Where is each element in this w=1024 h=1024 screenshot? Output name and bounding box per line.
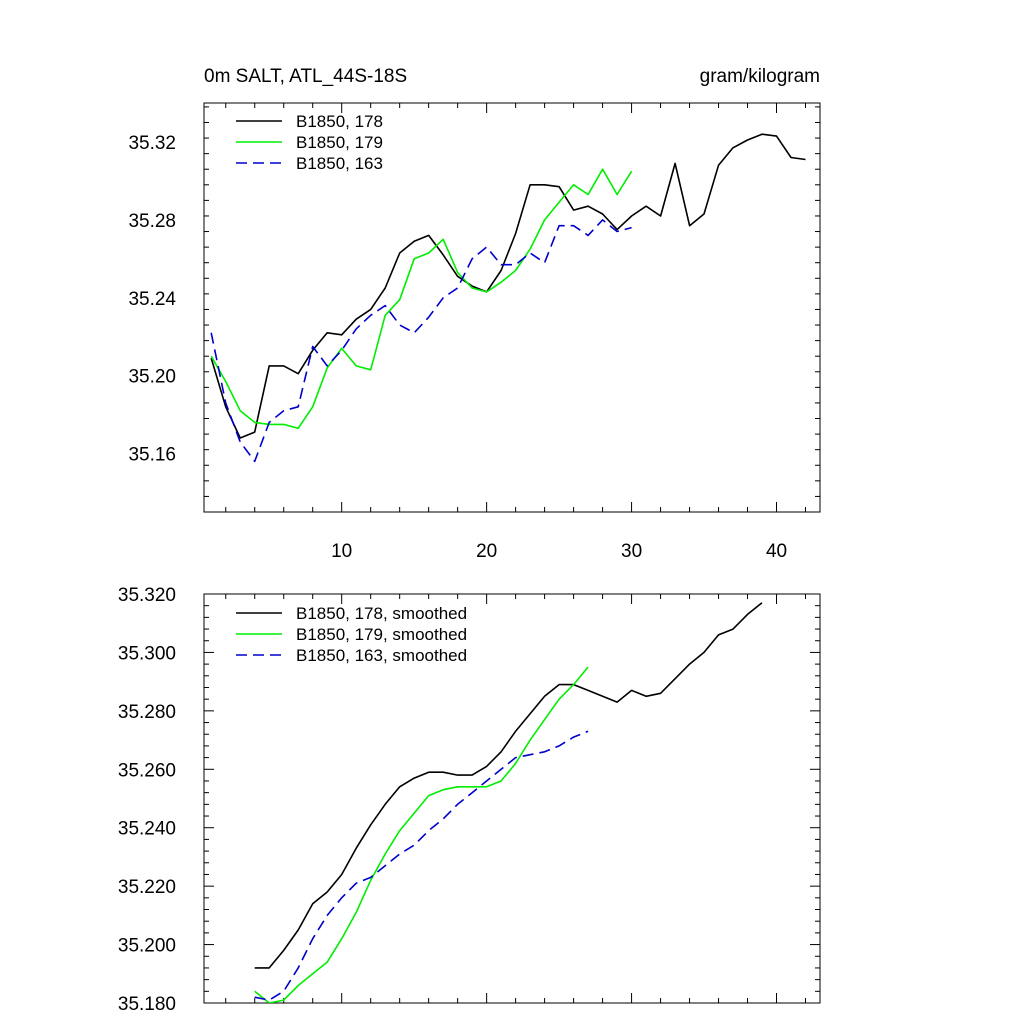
top-y-tick-label: 35.24 xyxy=(128,289,176,310)
bottom-legend-label: B1850, 178, smoothed xyxy=(296,604,467,623)
top-legend-label: B1850, 178 xyxy=(296,112,383,131)
top-legend-label: B1850, 163 xyxy=(296,154,383,173)
top-y-tick-label: 35.32 xyxy=(128,133,176,154)
top-chart-units: gram/kilogram xyxy=(700,66,820,87)
bottom-y-tick-label: 35.280 xyxy=(118,702,176,723)
bottom-legend-label: B1850, 163, smoothed xyxy=(296,646,467,665)
top-y-tick-label: 35.16 xyxy=(128,445,176,466)
bottom-y-tick-label: 35.180 xyxy=(118,994,176,1015)
top-series-line-3 xyxy=(210,219,632,463)
bottom-series-line-3 xyxy=(254,730,589,1001)
top-chart-panel: 35.16 35.20 35.24 35.28 35.32 10 20 30 40 B1850, … xyxy=(128,102,821,562)
top-chart-title: 0m SALT, ATL_44S-18S xyxy=(204,66,407,87)
bottom-y-tick-label: 35.220 xyxy=(118,877,176,898)
bottom-y-tick-label: 35.200 xyxy=(118,936,176,957)
bottom-plot-frame xyxy=(203,593,821,1004)
bottom-series-line-2 xyxy=(254,666,589,1003)
top-series-line-2 xyxy=(210,168,633,430)
top-x-tick-label: 30 xyxy=(621,541,642,562)
top-x-tick-label: 10 xyxy=(331,541,352,562)
top-x-tick-label: 20 xyxy=(476,541,497,562)
top-y-tick-label: 35.28 xyxy=(128,211,176,232)
top-legend-label: B1850, 179 xyxy=(296,133,383,152)
top-series-line-1 xyxy=(210,133,806,439)
bottom-y-tick-label: 35.240 xyxy=(118,819,176,840)
bottom-y-tick-label: 35.320 xyxy=(118,585,176,606)
bottom-y-tick-label: 35.300 xyxy=(118,643,176,664)
bottom-chart-panel: 35.180 35.200 35.220 35.240 35.260 35.280 35.3… xyxy=(118,585,821,1015)
top-y-tick-label: 35.20 xyxy=(128,367,176,388)
top-x-tick-label: 40 xyxy=(766,541,787,562)
top-plot-frame xyxy=(203,102,821,513)
bottom-legend-label: B1850, 179, smoothed xyxy=(296,625,467,644)
bottom-y-tick-label: 35.260 xyxy=(118,760,176,781)
bottom-series-line-1 xyxy=(254,602,763,969)
